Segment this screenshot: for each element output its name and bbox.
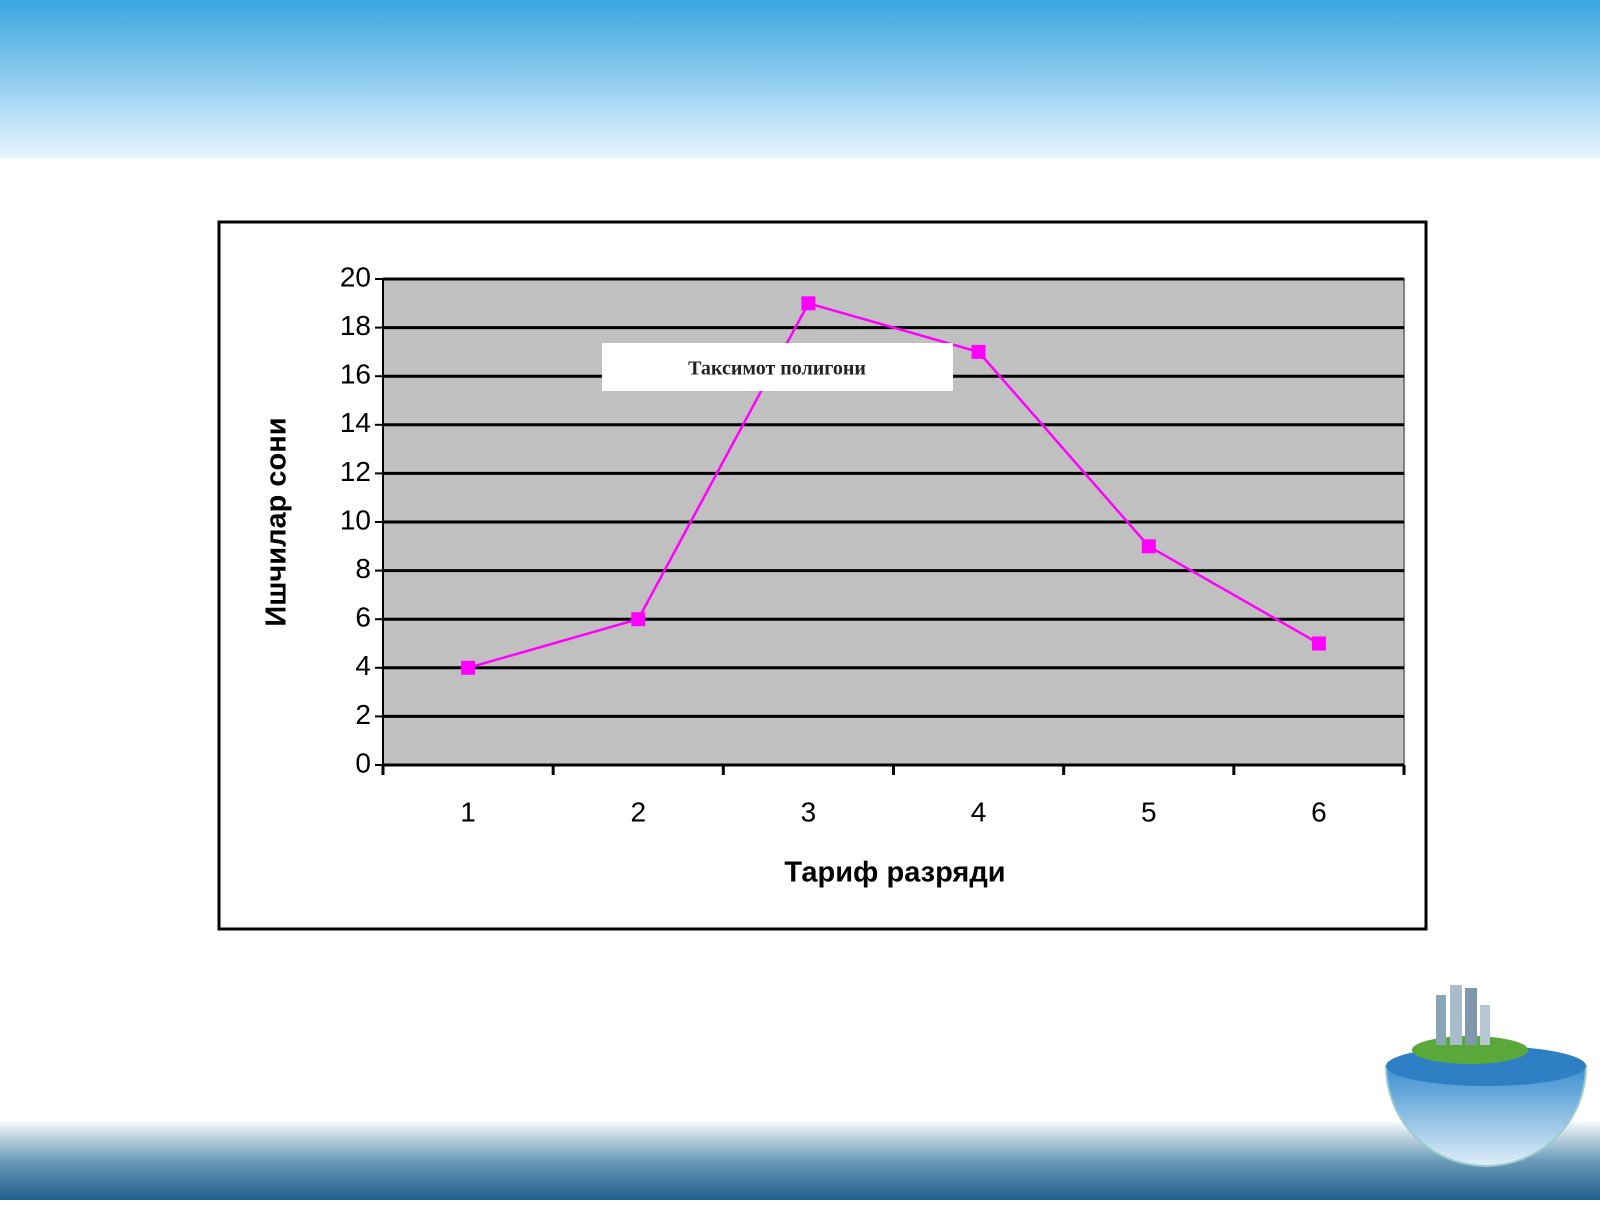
x-tick-label: 6 — [1311, 796, 1327, 827]
y-tick-label: 14 — [340, 407, 371, 438]
y-tick-label: 6 — [355, 602, 371, 633]
marker — [1311, 636, 1326, 651]
marker — [631, 612, 646, 627]
y-axis-label: Ишчилар сони — [261, 417, 293, 626]
y-tick-label: 0 — [355, 747, 371, 778]
y-tick-label: 4 — [355, 650, 371, 681]
y-tick-label: 8 — [355, 553, 371, 584]
x-tick-label: 4 — [971, 796, 987, 827]
x-tick-label: 3 — [801, 796, 817, 827]
x-tick-label: 2 — [630, 796, 646, 827]
x-axis-label: Тариф разряди — [784, 857, 1005, 889]
marker — [971, 344, 986, 359]
y-tick-label: 20 — [340, 261, 371, 292]
y-tick-label: 2 — [355, 699, 371, 730]
marker — [1141, 539, 1156, 554]
y-tick-label: 12 — [340, 456, 371, 487]
line — [467, 301, 1320, 670]
y-tick-label: 10 — [340, 504, 371, 535]
marker — [461, 660, 476, 675]
x-tick-label: 1 — [460, 796, 476, 827]
marker — [801, 296, 816, 311]
x-tick-label: 5 — [1141, 796, 1157, 827]
y-tick-label: 16 — [340, 359, 371, 390]
header-band — [0, 0, 1600, 158]
title-box — [602, 343, 953, 391]
footer-band — [0, 1122, 1600, 1200]
globe-decoration — [1384, 985, 1588, 1167]
y-tick-label: 18 — [340, 310, 371, 341]
chart-title: Таксимот полигони — [688, 358, 866, 380]
